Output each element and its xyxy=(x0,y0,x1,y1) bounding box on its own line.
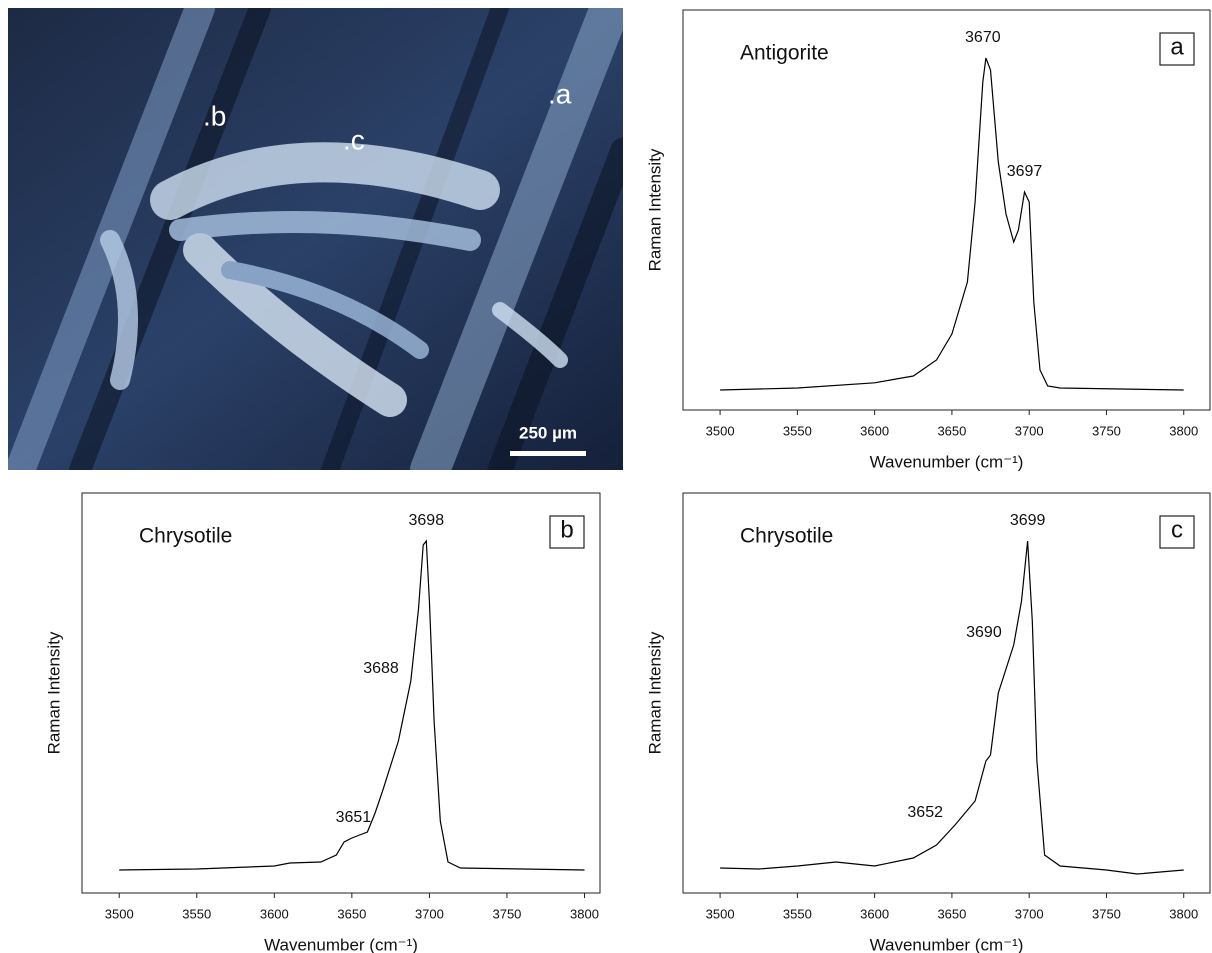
x-tick-label: 3750 xyxy=(1092,906,1121,921)
x-tick-label: 3650 xyxy=(337,906,366,921)
panel-label-box xyxy=(1159,515,1195,549)
x-axis-label: Wavenumber (cm⁻¹) xyxy=(870,935,1024,953)
peak-label: 3670 xyxy=(965,29,1001,46)
x-tick-label: 3550 xyxy=(182,906,211,921)
panel-label-box xyxy=(1159,32,1195,66)
panel-label-box xyxy=(549,515,585,549)
plot-frame xyxy=(682,9,1211,411)
x-tick-label: 3550 xyxy=(783,423,812,438)
x-tick-label: 3700 xyxy=(1015,423,1044,438)
panel-label: b xyxy=(560,516,573,543)
x-tick-label: 3600 xyxy=(860,906,889,921)
x-tick-label: 3750 xyxy=(492,906,521,921)
x-tick-label: 3500 xyxy=(706,906,735,921)
spectrum-line xyxy=(720,57,1184,391)
panel-title: Chrysotile xyxy=(139,525,232,548)
x-tick-label: 3800 xyxy=(1169,906,1198,921)
x-tick-label: 3600 xyxy=(860,423,889,438)
point-label: .c xyxy=(343,124,365,155)
peak-label: 3652 xyxy=(907,804,943,821)
peak-label: 3698 xyxy=(409,512,445,529)
panel-label: a xyxy=(1170,33,1184,60)
panel-title: Antigorite xyxy=(740,42,829,65)
scale-bar-label: 250 µm xyxy=(519,423,577,442)
x-tick-label: 3500 xyxy=(706,423,735,438)
point-label: .a xyxy=(548,78,572,109)
x-tick-label: 3800 xyxy=(570,906,599,921)
x-axis-label: Wavenumber (cm⁻¹) xyxy=(870,452,1024,471)
x-tick-label: 3600 xyxy=(260,906,289,921)
plot-frame xyxy=(682,492,1211,894)
spectrum-line xyxy=(720,540,1184,875)
peak-label: 3651 xyxy=(336,809,372,826)
x-tick-label: 3750 xyxy=(1092,423,1121,438)
x-tick-label: 3650 xyxy=(937,423,966,438)
y-axis-label: Raman Intensity xyxy=(44,631,63,754)
x-tick-label: 3700 xyxy=(415,906,444,921)
y-axis-label: Raman Intensity xyxy=(645,631,664,754)
peak-label: 3697 xyxy=(1007,163,1043,180)
plot-frame xyxy=(81,492,601,894)
spectrum-line xyxy=(119,539,585,871)
x-tick-label: 3650 xyxy=(937,906,966,921)
x-tick-label: 3700 xyxy=(1015,906,1044,921)
y-axis-label: Raman Intensity xyxy=(645,148,664,271)
peak-label: 3690 xyxy=(966,624,1002,641)
x-tick-label: 3550 xyxy=(783,906,812,921)
micrograph xyxy=(8,8,623,470)
point-label: .b xyxy=(203,100,226,131)
peak-label: 3699 xyxy=(1010,512,1046,529)
x-tick-label: 3500 xyxy=(105,906,134,921)
x-axis-label: Wavenumber (cm⁻¹) xyxy=(264,935,418,953)
peak-label: 3688 xyxy=(363,660,399,677)
x-tick-label: 3800 xyxy=(1169,423,1198,438)
panel-title: Chrysotile xyxy=(740,525,833,548)
panel-label: c xyxy=(1171,516,1183,543)
